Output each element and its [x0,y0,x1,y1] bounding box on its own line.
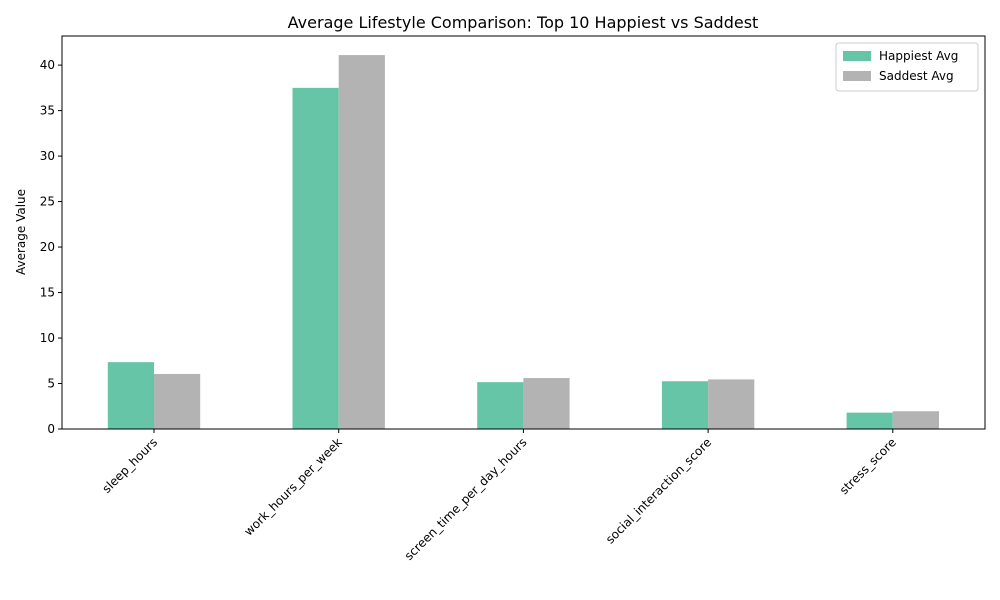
bars-group [107,55,939,430]
legend-label-happiest: Happiest Avg [879,49,958,63]
x-axis: sleep_hours work_hours_per_week screen_tim… [100,429,899,563]
bar-happiest-stress_score [846,412,893,429]
legend-box [835,42,979,92]
y-tick-label-30: 30 [40,149,55,163]
y-tick-label-25: 25 [40,195,55,209]
y-tick-label-20: 20 [40,240,55,254]
y-tick-label-0: 0 [47,422,55,436]
bar-happiest-work_hours_per_week [292,87,339,430]
legend-swatch-happiest [843,51,871,61]
chart-title: Average Lifestyle Comparison: Top 10 Hap… [288,13,759,32]
bar-saddest-sleep_hours [154,373,201,429]
plot-frame [61,35,986,430]
bar-saddest-stress_score [892,411,939,429]
x-tick-label-stress_score: stress_score [837,435,899,497]
bar-saddest-work_hours_per_week [338,55,385,430]
legend-label-saddest: Saddest Avg [879,69,954,83]
bar-happiest-screen_time_per_day_hours [477,382,524,429]
y-axis-label: Average Value [14,189,28,275]
y-tick-label-35: 35 [40,104,55,118]
y-tick-label-5: 5 [47,377,55,391]
bar-happiest-sleep_hours [107,362,154,429]
legend-swatch-saddest [843,71,871,81]
x-tick-label-sleep_hours: sleep_hours [100,435,161,496]
y-tick-label-10: 10 [40,331,55,345]
bar-happiest-social_interaction_score [661,381,709,429]
x-tick-label-screen_time_per_day_hours: screen_time_per_day_hours [402,435,530,563]
bar-saddest-screen_time_per_day_hours [523,378,570,429]
x-tick-label-work_hours_per_week: work_hours_per_week [241,435,344,538]
y-tick-label-15: 15 [40,286,55,300]
legend: Happiest Avg Saddest Avg [835,42,979,92]
x-tick-label-social_interaction_score: social_interaction_score [603,435,714,546]
bar-saddest-social_interaction_score [708,379,755,429]
y-tick-label-40: 40 [40,58,55,72]
y-axis: 0 5 10 15 20 25 30 35 40 [40,58,62,436]
